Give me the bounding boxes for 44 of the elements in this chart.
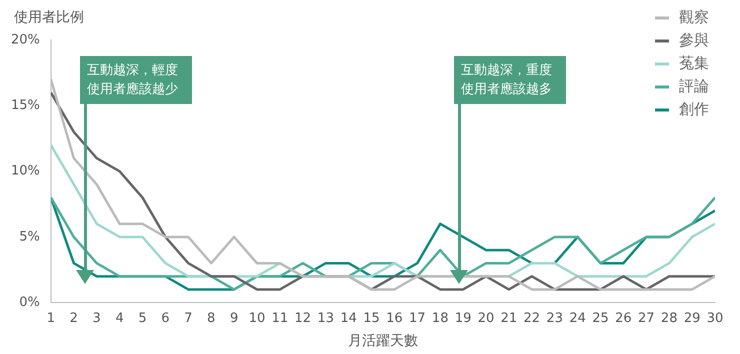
y-tick-label: 10% [10, 164, 40, 179]
x-tick-label: 22 [524, 310, 540, 326]
annotation: 互動越深，輕度使用者應該越少 [80, 56, 192, 104]
x-tick-label: 27 [638, 310, 655, 326]
x-tick-label: 16 [386, 310, 403, 326]
x-tick-label: 1 [46, 310, 56, 326]
x-tick-label: 13 [317, 310, 334, 326]
x-tick-label: 28 [660, 310, 678, 326]
x-tick-label: 30 [706, 310, 724, 326]
x-tick-label: 2 [70, 310, 78, 326]
legend-label: 創作 [679, 100, 709, 118]
x-tick-label: 20 [478, 310, 494, 326]
x-tick-label: 29 [684, 310, 700, 326]
x-tick-label: 5 [138, 310, 147, 326]
x-tick-label: 24 [569, 310, 586, 326]
x-tick-label: 23 [546, 310, 563, 326]
x-tick-label: 6 [161, 310, 170, 326]
y-tick-label: 5% [19, 229, 40, 244]
x-tick-label: 7 [184, 310, 192, 326]
x-tick-label: 11 [272, 310, 288, 326]
x-tick-label: 14 [340, 310, 357, 326]
x-tick-label: 19 [454, 310, 472, 326]
legend-label: 菟集 [679, 54, 709, 72]
x-axis-title: 月活躍天數 [348, 333, 418, 350]
x-tick-label: 15 [363, 310, 380, 326]
x-tick-label: 17 [409, 310, 426, 326]
legend-label: 參與 [679, 30, 709, 49]
legend-label: 評論 [679, 76, 709, 95]
legend-label: 觀察 [679, 8, 709, 26]
x-tick-label: 25 [592, 310, 609, 326]
x-tick-label: 21 [500, 310, 518, 326]
x-tick-label: 9 [230, 310, 238, 326]
y-tick-label: 0% [19, 294, 40, 310]
y-axis-title: 使用者比例 [14, 10, 84, 26]
x-tick-label: 8 [207, 310, 216, 326]
x-tick-label: 26 [615, 310, 632, 326]
x-tick-label: 3 [92, 310, 101, 326]
x-tick-label: 4 [115, 310, 124, 326]
x-tick-label: 12 [294, 310, 312, 326]
y-tick-label: 15% [10, 98, 40, 114]
x-tick-label: 18 [432, 310, 448, 326]
y-tick-label: 20% [10, 32, 40, 48]
annotation: 互動越深，重度使用者應該越多 [454, 56, 566, 104]
x-tick-label: 10 [248, 310, 266, 326]
